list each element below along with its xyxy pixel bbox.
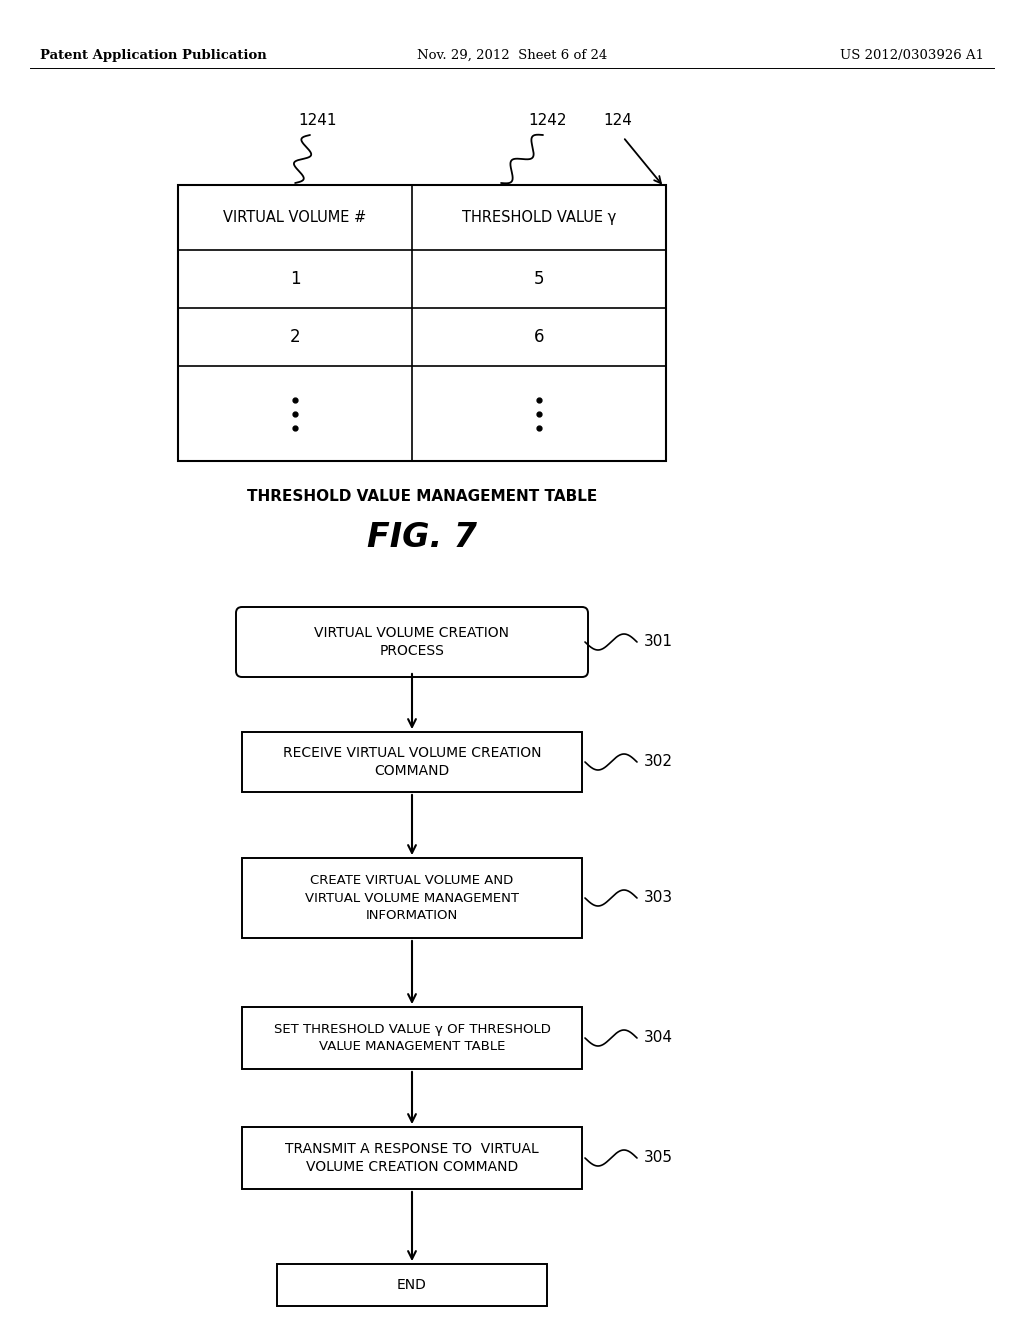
Text: CREATE VIRTUAL VOLUME AND
VIRTUAL VOLUME MANAGEMENT
INFORMATION: CREATE VIRTUAL VOLUME AND VIRTUAL VOLUME…	[305, 874, 519, 921]
Text: THRESHOLD VALUE γ: THRESHOLD VALUE γ	[462, 210, 616, 224]
Text: Patent Application Publication: Patent Application Publication	[40, 49, 266, 62]
Bar	[178, 185, 666, 461]
Bar	[278, 1265, 547, 1305]
Bar	[242, 1127, 582, 1189]
Text: TRANSMIT A RESPONSE TO  VIRTUAL
VOLUME CREATION COMMAND: TRANSMIT A RESPONSE TO VIRTUAL VOLUME CR…	[285, 1142, 539, 1175]
Bar	[242, 858, 582, 939]
Text: 124: 124	[603, 114, 633, 128]
Text: 1: 1	[290, 271, 300, 288]
FancyBboxPatch shape	[236, 607, 588, 677]
Text: 304: 304	[644, 1031, 673, 1045]
Bar	[242, 733, 582, 792]
Text: THRESHOLD VALUE MANAGEMENT TABLE: THRESHOLD VALUE MANAGEMENT TABLE	[247, 488, 597, 504]
Text: US 2012/0303926 A1: US 2012/0303926 A1	[840, 49, 984, 62]
Text: END: END	[397, 1278, 427, 1292]
Text: 301: 301	[644, 635, 673, 649]
Text: 2: 2	[290, 327, 300, 346]
Text: 302: 302	[644, 755, 673, 770]
Text: 5: 5	[534, 271, 545, 288]
Text: Nov. 29, 2012  Sheet 6 of 24: Nov. 29, 2012 Sheet 6 of 24	[417, 49, 607, 62]
Text: 1241: 1241	[299, 114, 337, 128]
Text: VIRTUAL VOLUME CREATION
PROCESS: VIRTUAL VOLUME CREATION PROCESS	[314, 626, 510, 659]
Text: 1242: 1242	[528, 114, 567, 128]
Text: RECEIVE VIRTUAL VOLUME CREATION
COMMAND: RECEIVE VIRTUAL VOLUME CREATION COMMAND	[283, 746, 542, 779]
Text: 305: 305	[644, 1151, 673, 1166]
Text: 303: 303	[644, 891, 673, 906]
Bar	[242, 1007, 582, 1069]
Text: SET THRESHOLD VALUE γ OF THRESHOLD
VALUE MANAGEMENT TABLE: SET THRESHOLD VALUE γ OF THRESHOLD VALUE…	[273, 1023, 551, 1053]
Text: 6: 6	[534, 327, 545, 346]
Text: VIRTUAL VOLUME #: VIRTUAL VOLUME #	[223, 210, 367, 224]
Text: FIG. 7: FIG. 7	[367, 521, 477, 554]
